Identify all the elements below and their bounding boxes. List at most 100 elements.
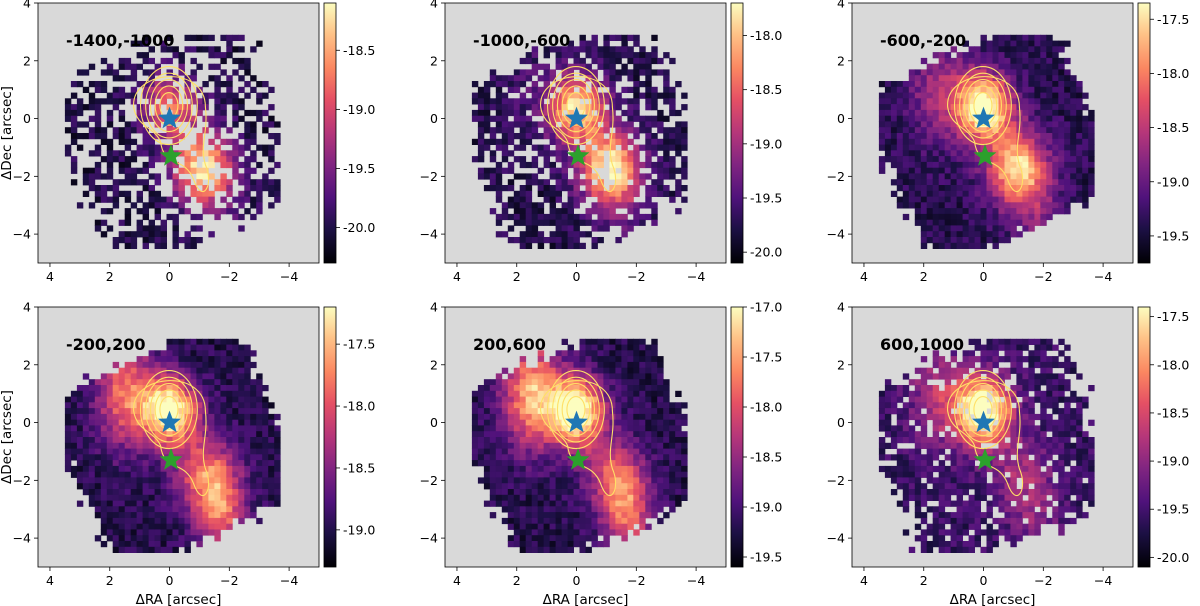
y-tick-label: −2 <box>13 169 31 184</box>
map-pixel <box>621 517 628 525</box>
map-pixel <box>627 402 634 409</box>
map-pixel <box>1070 196 1077 203</box>
map-pixel <box>597 196 604 203</box>
map-pixel <box>208 231 215 238</box>
map-pixel <box>561 361 568 369</box>
map-pixel <box>681 104 688 111</box>
map-pixel <box>615 483 622 490</box>
map-pixel <box>567 202 574 209</box>
map-pixel <box>531 161 539 169</box>
map-pixel <box>220 57 227 65</box>
map-pixel <box>184 86 191 93</box>
y-tick-label: −2 <box>827 169 845 184</box>
map-pixel <box>998 156 1005 163</box>
map-pixel <box>986 144 993 151</box>
map-pixel <box>112 431 120 438</box>
map-pixel <box>232 196 239 203</box>
map-pixel <box>501 471 509 478</box>
map-pixel <box>1022 138 1029 145</box>
map-pixel <box>178 344 185 351</box>
map-pixel <box>908 92 916 99</box>
map-pixel <box>657 144 664 151</box>
map-pixel <box>130 367 138 374</box>
map-pixel <box>1070 190 1077 197</box>
map-pixel <box>214 396 221 403</box>
map-pixel <box>154 92 161 99</box>
map-pixel <box>1010 34 1017 41</box>
map-pixel <box>531 379 539 386</box>
map-pixel <box>633 442 640 449</box>
map-pixel <box>974 179 981 186</box>
map-pixel <box>585 373 592 380</box>
map-pixel <box>154 477 161 484</box>
map-pixel <box>70 437 78 444</box>
map-pixel <box>914 367 922 374</box>
map-pixel <box>992 225 999 232</box>
map-pixel <box>190 437 197 444</box>
map-pixel <box>154 179 161 186</box>
map-pixel <box>76 69 84 76</box>
map-pixel <box>597 138 604 145</box>
map-pixel <box>603 465 610 473</box>
map-pixel <box>645 500 652 507</box>
map-pixel <box>621 350 628 357</box>
map-pixel <box>633 408 640 415</box>
map-pixel <box>202 150 209 157</box>
map-pixel <box>968 98 975 105</box>
map-pixel <box>106 471 114 478</box>
map-pixel <box>579 46 586 53</box>
map-pixel <box>76 144 84 151</box>
map-pixel <box>214 98 221 105</box>
map-pixel <box>250 471 257 478</box>
map-pixel <box>938 98 946 105</box>
map-pixel <box>136 225 143 232</box>
map-pixel <box>489 431 497 438</box>
y-tick-label: 0 <box>430 111 438 126</box>
map-pixel <box>567 460 574 467</box>
map-pixel <box>142 237 149 244</box>
map-pixel <box>178 489 185 496</box>
map-pixel <box>561 237 568 244</box>
map-pixel <box>549 489 556 496</box>
map-pixel <box>603 57 610 65</box>
map-pixel <box>615 52 622 59</box>
map-pixel <box>950 219 957 226</box>
map-pixel <box>160 242 167 249</box>
map-pixel <box>633 517 640 525</box>
map-pixel <box>226 471 233 478</box>
map-pixel <box>238 517 245 525</box>
map-pixel <box>178 202 185 209</box>
map-pixel <box>968 92 975 99</box>
map-pixel <box>184 196 191 203</box>
map-pixel <box>998 144 1005 151</box>
map-pixel <box>579 69 586 76</box>
map-pixel <box>549 500 556 507</box>
map-pixel <box>920 173 928 180</box>
map-pixel <box>238 448 245 455</box>
map-pixel <box>597 413 604 421</box>
map-pixel <box>914 489 922 496</box>
map-pixel <box>507 81 515 88</box>
map-pixel <box>561 173 568 180</box>
colorbar-tick-label: -19.0 <box>343 102 375 117</box>
map-pixel <box>920 213 928 221</box>
map-pixel <box>932 144 940 151</box>
map-pixel <box>1046 173 1053 180</box>
map-pixel <box>944 219 952 226</box>
map-pixel <box>675 477 682 484</box>
map-pixel <box>980 57 987 65</box>
map-pixel <box>980 173 987 180</box>
map-pixel <box>974 237 981 244</box>
map-pixel <box>190 506 197 513</box>
map-pixel <box>561 471 568 478</box>
map-pixel <box>549 373 556 380</box>
map-pixel <box>609 173 616 180</box>
map-pixel <box>1010 185 1017 192</box>
map-pixel <box>507 373 515 380</box>
map-pixel <box>519 81 527 88</box>
map-pixel <box>603 512 610 519</box>
map-pixel <box>549 202 556 209</box>
map-pixel <box>615 185 622 192</box>
map-pixel <box>615 34 622 41</box>
map-pixel <box>1058 86 1065 93</box>
